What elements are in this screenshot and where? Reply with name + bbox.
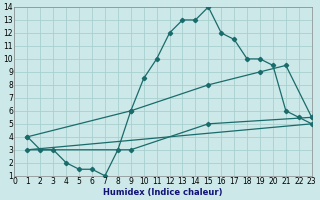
- X-axis label: Humidex (Indice chaleur): Humidex (Indice chaleur): [103, 188, 223, 197]
